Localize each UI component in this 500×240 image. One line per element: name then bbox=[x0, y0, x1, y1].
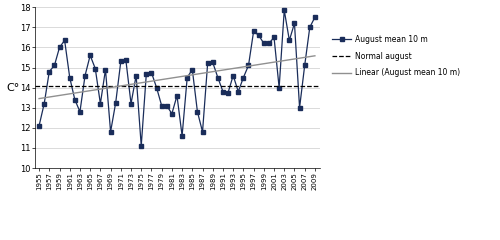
Linear (August mean 10 m) bbox=[307, 55, 313, 58]
Linear (August mean 10 m) bbox=[138, 81, 144, 84]
Linear (August mean 10 m) bbox=[36, 97, 42, 100]
Line: Linear (August mean 10 m): Linear (August mean 10 m) bbox=[39, 56, 315, 99]
August mean 10 m bbox=[102, 68, 108, 71]
Linear (August mean 10 m) bbox=[281, 59, 287, 62]
Line: August mean 10 m: August mean 10 m bbox=[38, 8, 316, 148]
Linear (August mean 10 m) bbox=[312, 54, 318, 57]
August mean 10 m bbox=[281, 9, 287, 12]
Y-axis label: C°: C° bbox=[6, 83, 20, 93]
August mean 10 m bbox=[144, 72, 150, 75]
August mean 10 m bbox=[66, 76, 72, 79]
August mean 10 m bbox=[36, 124, 42, 127]
Linear (August mean 10 m) bbox=[102, 87, 108, 90]
August mean 10 m bbox=[312, 16, 318, 19]
August mean 10 m bbox=[307, 26, 313, 29]
August mean 10 m bbox=[138, 144, 144, 147]
Legend: August mean 10 m, Normal august, Linear (August mean 10 m): August mean 10 m, Normal august, Linear … bbox=[332, 35, 460, 78]
August mean 10 m bbox=[292, 22, 298, 25]
Linear (August mean 10 m) bbox=[66, 92, 72, 95]
Linear (August mean 10 m) bbox=[87, 89, 93, 92]
August mean 10 m bbox=[87, 54, 93, 57]
